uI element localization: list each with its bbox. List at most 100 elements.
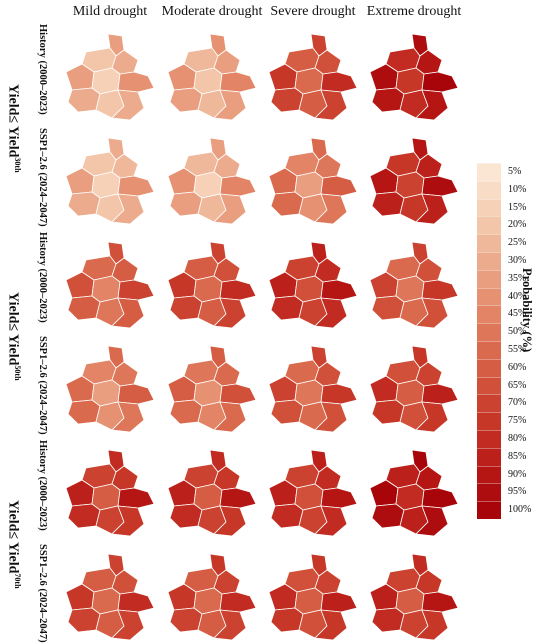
drought-probability-map bbox=[268, 449, 358, 537]
legend-swatch bbox=[477, 465, 501, 484]
map-region bbox=[415, 297, 449, 329]
legend-label: 90% bbox=[508, 468, 527, 480]
map-region bbox=[213, 297, 247, 329]
map-region bbox=[213, 401, 247, 433]
map-region bbox=[371, 399, 405, 425]
legend-label: 40% bbox=[508, 290, 527, 302]
map-region bbox=[415, 609, 449, 641]
map-region bbox=[169, 295, 203, 321]
legend-swatch bbox=[477, 376, 501, 395]
map-region bbox=[421, 71, 459, 93]
map-region bbox=[415, 89, 449, 121]
map-region bbox=[111, 609, 145, 641]
drought-probability-map bbox=[65, 449, 155, 537]
legend-swatch bbox=[477, 394, 501, 413]
map-region bbox=[320, 175, 358, 197]
legend-label: 55% bbox=[508, 343, 527, 355]
drought-probability-map bbox=[369, 553, 459, 641]
legend-label: 30% bbox=[508, 254, 527, 266]
map-region bbox=[67, 295, 101, 321]
drought-probability-map bbox=[167, 345, 257, 433]
legend-label: 75% bbox=[508, 415, 527, 427]
legend-swatch bbox=[477, 216, 501, 235]
map-region bbox=[169, 503, 203, 529]
map-region bbox=[169, 87, 203, 113]
drought-probability-map bbox=[167, 137, 257, 225]
map-region bbox=[270, 399, 304, 425]
map-region bbox=[415, 401, 449, 433]
map-region bbox=[314, 193, 348, 225]
map-region bbox=[219, 487, 257, 509]
legend-label: 25% bbox=[508, 237, 527, 249]
map-region bbox=[270, 191, 304, 217]
map-region bbox=[169, 399, 203, 425]
map-region bbox=[117, 71, 155, 93]
map-region bbox=[371, 191, 405, 217]
map-region bbox=[314, 401, 348, 433]
map-region bbox=[314, 297, 348, 329]
map-region bbox=[117, 279, 155, 301]
map-region bbox=[219, 71, 257, 93]
drought-probability-map bbox=[369, 137, 459, 225]
drought-probability-map bbox=[167, 553, 257, 641]
map-region bbox=[67, 503, 101, 529]
group-label: Yield≤ Yield70th bbox=[4, 500, 22, 589]
legend-swatch bbox=[477, 234, 501, 252]
legend-swatch bbox=[477, 358, 501, 377]
map-region bbox=[421, 175, 459, 197]
legend-label: 35% bbox=[508, 272, 527, 284]
column-header: Moderate drought bbox=[161, 4, 263, 19]
group-label: Yield≤ Yield50th bbox=[4, 292, 22, 381]
legend-label: 15% bbox=[508, 201, 527, 213]
map-region bbox=[421, 383, 459, 405]
group-label-text: Yield≤ Yield bbox=[5, 292, 21, 366]
group-label-superscript: 50th bbox=[13, 365, 22, 381]
map-region bbox=[117, 383, 155, 405]
legend-swatch bbox=[477, 323, 501, 341]
row-label: SSP1–2.6 (2024–2047) bbox=[37, 336, 48, 435]
drought-probability-map bbox=[167, 241, 257, 329]
legend-swatch bbox=[477, 447, 501, 466]
map-region bbox=[219, 383, 257, 405]
legend-swatch bbox=[477, 305, 501, 324]
drought-probability-map bbox=[268, 241, 358, 329]
drought-probability-map bbox=[65, 553, 155, 641]
map-region bbox=[421, 487, 459, 509]
group-label-superscript: 70th bbox=[13, 573, 22, 589]
legend-label: 70% bbox=[508, 397, 527, 409]
map-region bbox=[320, 383, 358, 405]
map-region bbox=[415, 193, 449, 225]
drought-probability-map bbox=[369, 449, 459, 537]
drought-probability-map bbox=[65, 345, 155, 433]
group-label: Yield≤ Yield30th bbox=[4, 84, 22, 173]
map-region bbox=[421, 279, 459, 301]
map-region bbox=[111, 297, 145, 329]
legend-swatch bbox=[477, 163, 501, 181]
legend-swatch bbox=[477, 198, 501, 217]
row-label: History (2000–2023) bbox=[37, 232, 48, 323]
legend-label: 100% bbox=[508, 504, 532, 516]
column-header: Mild drought bbox=[72, 4, 148, 19]
map-region bbox=[320, 487, 358, 509]
legend-label: 10% bbox=[508, 183, 527, 195]
map-region bbox=[67, 399, 101, 425]
legend-swatch bbox=[477, 180, 501, 199]
map-region bbox=[371, 295, 405, 321]
legend-swatch bbox=[477, 341, 501, 359]
drought-probability-map bbox=[369, 33, 459, 121]
map-region bbox=[219, 279, 257, 301]
map-region bbox=[371, 607, 405, 633]
map-region bbox=[314, 609, 348, 641]
drought-probability-map bbox=[268, 137, 358, 225]
map-region bbox=[320, 279, 358, 301]
drought-probability-map bbox=[369, 345, 459, 433]
map-region bbox=[314, 505, 348, 537]
legend-label: 45% bbox=[508, 308, 527, 320]
map-region bbox=[117, 591, 155, 613]
map-region bbox=[421, 591, 459, 613]
map-region bbox=[169, 607, 203, 633]
map-region bbox=[219, 591, 257, 613]
map-region bbox=[415, 505, 449, 537]
legend-label: 85% bbox=[508, 450, 527, 462]
